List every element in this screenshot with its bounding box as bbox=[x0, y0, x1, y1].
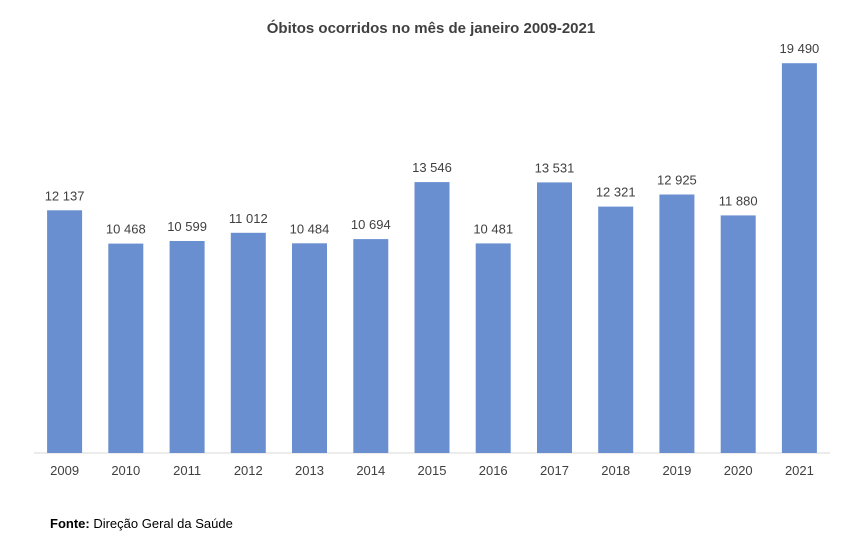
data-label-2019: 12 925 bbox=[657, 173, 697, 188]
data-label-2012: 11 012 bbox=[229, 211, 268, 226]
data-label-2021: 19 490 bbox=[780, 41, 820, 56]
x-tick-2016: 2016 bbox=[479, 463, 508, 478]
source-note: Fonte: Direção Geral da Saúde bbox=[50, 516, 233, 531]
x-tick-labels-group: 2009 2010 2011 2012 2013 2014 2015 2016 2017 2018… bbox=[50, 463, 814, 478]
bar-2017 bbox=[537, 182, 572, 453]
data-labels-group: 12 137 10 468 10 599 11 012 10 484 10 694 13 5… bbox=[45, 41, 820, 236]
x-tick-2017: 2017 bbox=[540, 463, 569, 478]
data-label-2011: 10 599 bbox=[167, 219, 207, 234]
bar-2016 bbox=[475, 243, 511, 453]
bar-2012 bbox=[230, 232, 266, 453]
data-label-2016: 10 481 bbox=[473, 221, 513, 236]
bar-2011 bbox=[169, 241, 205, 453]
bar-2018 bbox=[598, 206, 634, 453]
data-label-2014: 10 694 bbox=[351, 217, 391, 232]
bar-2009 bbox=[47, 210, 83, 453]
data-label-2015: 13 546 bbox=[412, 160, 452, 175]
bar-2019 bbox=[659, 194, 695, 453]
x-tick-2021: 2021 bbox=[785, 463, 814, 478]
data-label-2017: 13 531 bbox=[535, 160, 575, 175]
bar-2021 bbox=[781, 63, 817, 453]
x-tick-2009: 2009 bbox=[50, 463, 79, 478]
x-tick-2018: 2018 bbox=[601, 463, 630, 478]
data-label-2013: 10 484 bbox=[290, 221, 330, 236]
x-tick-2012: 2012 bbox=[234, 463, 263, 478]
bar-2013 bbox=[292, 243, 327, 453]
x-tick-2010: 2010 bbox=[111, 463, 140, 478]
data-label-2018: 12 321 bbox=[596, 185, 636, 200]
bar-2015 bbox=[414, 182, 450, 453]
bar-2014 bbox=[353, 239, 389, 453]
data-label-2020: 11 880 bbox=[719, 193, 758, 208]
bars-group bbox=[47, 63, 817, 453]
chart-title: Óbitos ocorridos no mês de janeiro 2009-… bbox=[267, 19, 595, 37]
x-tick-2015: 2015 bbox=[418, 463, 447, 478]
source-text: Direção Geral da Saúde bbox=[89, 516, 233, 531]
bar-2020 bbox=[720, 215, 756, 453]
x-tick-2020: 2020 bbox=[724, 463, 753, 478]
x-tick-2014: 2014 bbox=[356, 463, 385, 478]
data-label-2010: 10 468 bbox=[106, 222, 146, 237]
source-label: Fonte: bbox=[50, 516, 90, 531]
x-tick-2013: 2013 bbox=[295, 463, 324, 478]
x-tick-2019: 2019 bbox=[662, 463, 691, 478]
x-tick-2011: 2011 bbox=[173, 463, 201, 478]
bar-2010 bbox=[108, 243, 144, 453]
data-label-2009: 12 137 bbox=[45, 188, 85, 203]
